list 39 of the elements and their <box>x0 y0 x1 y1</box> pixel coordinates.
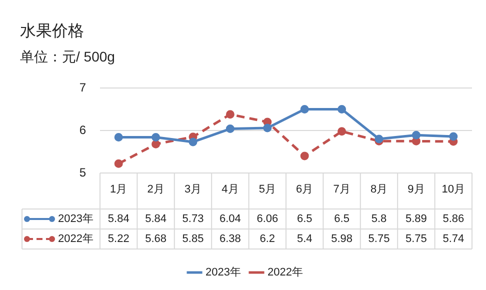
y-tick-label: 7 <box>79 80 86 94</box>
x-tick-label: 7月 <box>333 184 350 196</box>
data-label: 5.8 <box>371 213 387 226</box>
data-label: 5.84 <box>145 213 167 226</box>
data-label: 5.74 <box>442 233 464 246</box>
data-label: 6.5 <box>334 213 350 226</box>
data-label: 6.06 <box>256 213 278 226</box>
data-label: 5.84 <box>108 213 130 226</box>
data-label: 6.2 <box>260 233 276 246</box>
data-label: 5.89 <box>405 213 427 226</box>
chart-subtitle: 单位：元/ 500g <box>20 48 115 64</box>
x-tick-label: 9月 <box>408 184 425 196</box>
legend-label: 2022年 <box>58 233 94 246</box>
x-tick-label: 5月 <box>258 184 276 196</box>
x-tick-label: 6月 <box>296 184 314 196</box>
data-label: 6.5 <box>296 213 312 226</box>
data-label: 5.98 <box>331 233 353 246</box>
chart-title: 水果价格 <box>20 22 84 40</box>
data-label: 5.75 <box>368 233 390 246</box>
y-tick-label: 5 <box>79 165 86 180</box>
data-label: 6.04 <box>219 213 241 226</box>
data-label: 5.75 <box>405 233 427 246</box>
x-tick-label: 1月 <box>110 184 128 196</box>
text: 2022年 <box>268 266 303 279</box>
data-label: 5.4 <box>296 233 312 246</box>
x-tick-label: 2月 <box>147 184 164 196</box>
x-tick-label: 4月 <box>222 184 239 196</box>
data-label: 6.38 <box>219 233 241 246</box>
text: 2023年 <box>206 266 242 279</box>
data-label: 5.86 <box>442 213 464 226</box>
data-label: 5.68 <box>145 233 167 246</box>
x-tick-label: 10月 <box>442 184 466 196</box>
data-label: 5.73 <box>182 213 204 226</box>
y-tick-label: 6 <box>79 122 86 137</box>
x-tick-label: 3月 <box>184 184 202 196</box>
data-label: 5.85 <box>182 233 204 246</box>
legend-label: 2023年 <box>58 213 94 226</box>
data-label: 5.22 <box>108 233 130 246</box>
x-tick-label: 8月 <box>370 184 388 196</box>
